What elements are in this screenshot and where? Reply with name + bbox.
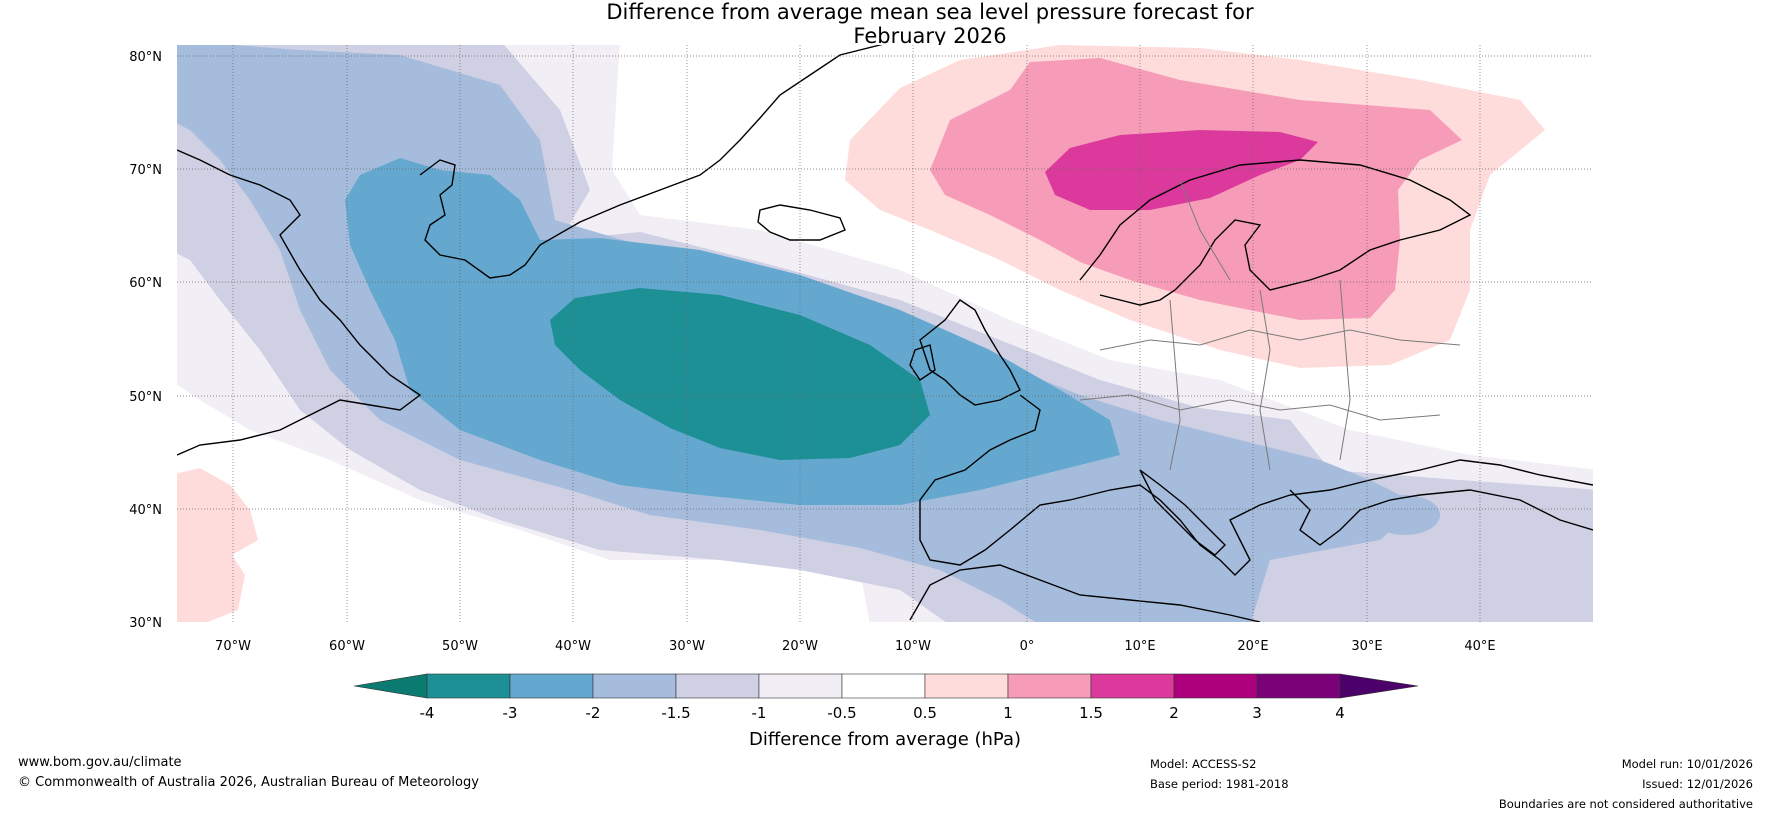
colorbar-tick-n3: -3 [503, 704, 518, 722]
colorbar-segment-n3-n2 [509, 673, 594, 699]
colorbar-segment-p15-p2 [1090, 673, 1175, 699]
colorbar-ticks: -4 -3 -2 -1.5 -1 -0.5 0.5 1 1.5 2 3 4 [420, 704, 1345, 722]
border-line-4 [1259, 289, 1271, 471]
lon-label-10e: 10°E [1124, 639, 1155, 654]
lat-axis-labels: 80°N 70°N 60°N 50°N 40°N 30°N [129, 50, 162, 631]
colorbar-tick-n15: -1.5 [661, 704, 690, 722]
coastline-greenland [419, 45, 883, 279]
colorbar-tick-p2: 2 [1169, 704, 1179, 722]
footer-base-period: Base period: 1981-2018 [1150, 777, 1289, 791]
footer-copyright: © Commonwealth of Australia 2026, Austra… [18, 775, 479, 790]
colorbar-segment-n4-n3 [426, 673, 511, 699]
border-line-2 [1079, 394, 1441, 421]
colorbar-segment-p3-p4 [1256, 673, 1341, 699]
lat-label-30n: 30°N [129, 616, 162, 631]
colorbar-extend-max [1339, 673, 1419, 699]
coastline-europe-west [919, 394, 1593, 576]
contour-band-n4-n3 [550, 288, 930, 460]
lon-axis-labels: 70°W 60°W 50°W 40°W 30°W 20°W 10°W 0° 10… [215, 639, 1496, 654]
colorbar-tick-n1: -1 [752, 704, 767, 722]
colorbar-extend-min [353, 673, 428, 699]
colorbar-segment-neutral [841, 673, 926, 699]
footer-model-run: Model run: 10/01/2026 [1621, 757, 1753, 771]
colorbar-tick-p3: 3 [1252, 704, 1262, 722]
colorbar [353, 673, 1419, 699]
coastline-italy [1139, 469, 1226, 556]
lon-label-40e: 40°E [1464, 639, 1495, 654]
colorbar-tick-p05: 0.5 [913, 704, 937, 722]
footer-issued: Issued: 12/01/2026 [1642, 777, 1753, 791]
colorbar-label: Difference from average (hPa) [749, 729, 1021, 750]
title-line-2: February 2026 [853, 24, 1007, 48]
country-borders [1079, 179, 1461, 471]
colorbar-segment-p05-p1 [924, 673, 1009, 699]
coastline-iceland [757, 204, 846, 241]
lat-label-80n: 80°N [129, 50, 162, 65]
colorbar-tick-n2: -2 [586, 704, 601, 722]
contour-band-p15-p2 [1045, 130, 1318, 210]
colorbar-segment-p2-p3 [1173, 673, 1258, 699]
lat-label-70n: 70°N [129, 163, 162, 178]
pressure-anomaly-field [177, 45, 1593, 622]
colorbar-tick-n05: -0.5 [827, 704, 856, 722]
footer-disclaimer: Boundaries are not considered authoritat… [1498, 797, 1753, 811]
colorbar-segment-n1-n05 [758, 673, 843, 699]
border-line-6 [1179, 179, 1231, 281]
lon-label-30w: 30°W [669, 639, 705, 654]
contour-blob-atlantic-positive [177, 468, 258, 622]
graticule [177, 45, 1593, 622]
border-line-5 [1339, 279, 1351, 461]
footer-model: Model: ACCESS-S2 [1150, 757, 1257, 771]
lat-label-50n: 50°N [129, 390, 162, 405]
coastline-scandinavia [1079, 159, 1472, 306]
map-area [177, 45, 1593, 622]
lon-label-60w: 60°W [329, 639, 365, 654]
coastline-africa-north [909, 564, 1261, 622]
colorbar-tick-p1: 1 [1003, 704, 1013, 722]
colorbar-segment-n15-n1 [675, 673, 760, 699]
lat-label-60n: 60°N [129, 276, 162, 291]
coastline-canada-arctic [177, 149, 422, 456]
border-line-3 [1169, 299, 1181, 471]
lon-label-40w: 40°W [555, 639, 591, 654]
lon-label-30e: 30°E [1351, 639, 1382, 654]
lon-label-10w: 10°W [895, 639, 931, 654]
colorbar-tick-p4: 4 [1335, 704, 1345, 722]
lat-label-40n: 40°N [129, 503, 162, 518]
contour-blob-turkey [1370, 495, 1440, 535]
colorbar-tick-p15: 1.5 [1079, 704, 1103, 722]
colorbar-segment-n2-n15 [592, 673, 677, 699]
border-line-1 [1099, 329, 1461, 351]
lon-label-20w: 20°W [782, 639, 818, 654]
coastline-uk-ireland [909, 299, 1021, 406]
lon-label-20e: 20°E [1237, 639, 1268, 654]
lon-label-0: 0° [1020, 639, 1035, 654]
title-line-1: Difference from average mean sea level p… [606, 0, 1254, 24]
colorbar-tick-n4: -4 [420, 704, 435, 722]
lon-label-70w: 70°W [215, 639, 251, 654]
footer-website: www.bom.gov.au/climate [18, 755, 182, 770]
coastlines [177, 45, 1593, 622]
chart-title: Difference from average mean sea level p… [0, 0, 1770, 48]
coastline-greece-turkey [1289, 489, 1593, 546]
colorbar-segment-p1-p15 [1007, 673, 1092, 699]
lon-label-50w: 50°W [442, 639, 478, 654]
